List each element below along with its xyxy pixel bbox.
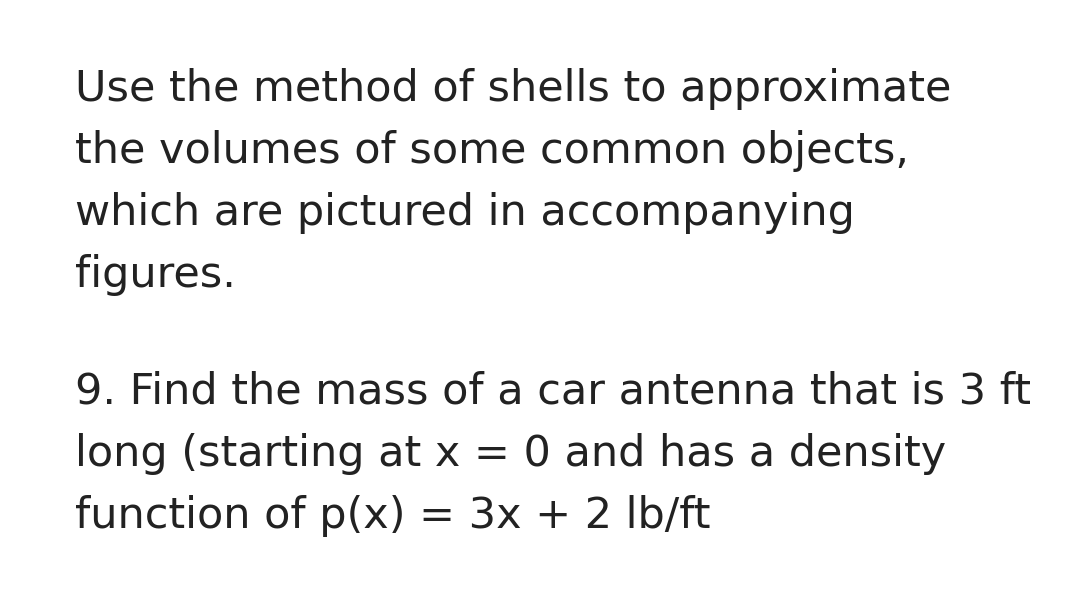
Text: function of p(x) = 3x + 2 lb/ft: function of p(x) = 3x + 2 lb/ft (75, 495, 711, 537)
Text: which are pictured in accompanying: which are pictured in accompanying (75, 192, 855, 234)
Text: long (starting at x = 0 and has a density: long (starting at x = 0 and has a densit… (75, 433, 946, 475)
Text: Use the method of shells to approximate: Use the method of shells to approximate (75, 68, 951, 110)
Text: 9. Find the mass of a car antenna that is 3 ft: 9. Find the mass of a car antenna that i… (75, 371, 1031, 413)
Text: the volumes of some common objects,: the volumes of some common objects, (75, 130, 909, 172)
Text: figures.: figures. (75, 254, 235, 296)
